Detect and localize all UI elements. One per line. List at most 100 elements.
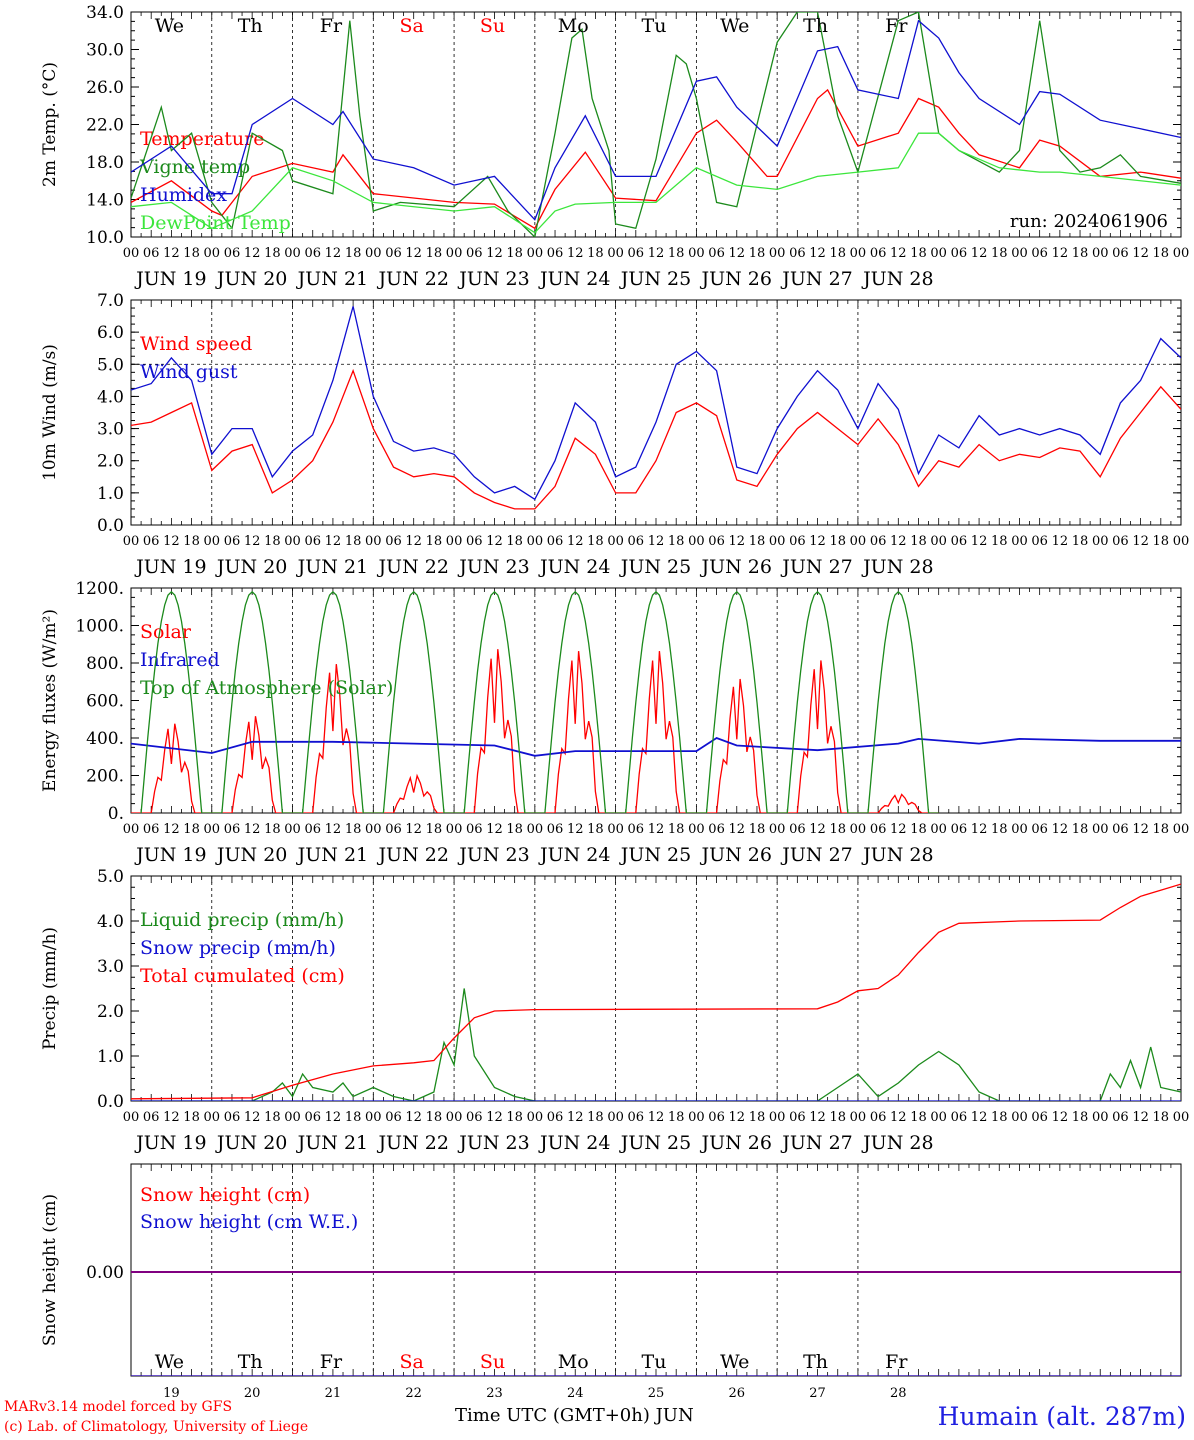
hour-label: 06 [466, 822, 483, 837]
hour-label: 12 [325, 246, 342, 261]
weekday-label: Sa [400, 1351, 424, 1373]
series-line [131, 306, 1181, 501]
hour-label: 18 [910, 822, 927, 837]
weekday-label: Fr [320, 15, 343, 37]
date-label: JUN 19 [134, 844, 206, 866]
hour-label: 12 [244, 246, 261, 261]
hour-label: 06 [951, 822, 968, 837]
hour-label: 18 [426, 246, 443, 261]
y-tick-label: 34.0 [86, 3, 124, 23]
date-label: JUN 28 [861, 844, 933, 866]
date-label: JUN 25 [619, 1132, 691, 1154]
hour-label: 06 [304, 1110, 321, 1125]
day-number-label: 21 [325, 1386, 342, 1401]
hour-label: 12 [405, 534, 422, 549]
hour-label: 00 [527, 246, 544, 261]
series-line [131, 88, 1181, 230]
hour-label: 12 [809, 822, 826, 837]
series-line [131, 649, 939, 813]
hour-label: 06 [385, 1110, 402, 1125]
series-line [131, 12, 1181, 237]
date-label: JUN 27 [780, 268, 852, 290]
hour-label: 00 [527, 1110, 544, 1125]
legend-wind-gust: Wind gust [140, 361, 238, 383]
hour-label: 06 [1031, 822, 1048, 837]
date-label: JUN 19 [134, 556, 206, 578]
hour-label: 06 [143, 534, 160, 549]
hour-label: 18 [1153, 822, 1170, 837]
series-line [131, 988, 1181, 1101]
hour-label: 00 [365, 246, 382, 261]
date-label: JUN 25 [619, 844, 691, 866]
date-label: JUN 22 [376, 556, 448, 578]
date-label: JUN 27 [780, 844, 852, 866]
day-number-label: 27 [809, 1386, 826, 1401]
hour-label: 00 [284, 1110, 301, 1125]
hour-label: 18 [1072, 534, 1089, 549]
hour-label: 12 [567, 534, 584, 549]
date-label: JUN 21 [296, 1132, 368, 1154]
weekday-label: Sa [400, 15, 424, 37]
y-tick-label: 200. [86, 767, 124, 787]
hour-label: 12 [809, 1110, 826, 1125]
date-label: JUN 23 [457, 556, 529, 578]
hour-label: 18 [668, 246, 685, 261]
weekday-label: Fr [885, 1351, 908, 1373]
hour-label: 00 [1011, 822, 1028, 837]
weekday-label: Fr [320, 1351, 343, 1373]
y-tick-label: 1200. [75, 579, 124, 599]
hour-label: 06 [224, 822, 241, 837]
series-line [131, 736, 1181, 757]
hour-label: 06 [789, 534, 806, 549]
hour-label: 18 [345, 246, 362, 261]
hour-label: 00 [850, 246, 867, 261]
hour-label: 12 [890, 246, 907, 261]
hour-label: 18 [183, 1110, 200, 1125]
hour-label: 00 [365, 1110, 382, 1125]
hour-label: 12 [486, 534, 503, 549]
hour-label: 06 [385, 534, 402, 549]
hour-label: 00 [930, 822, 947, 837]
hour-label: 06 [708, 534, 725, 549]
day-number-label: 28 [890, 1386, 907, 1401]
hour-label: 00 [446, 534, 463, 549]
hour-label: 12 [1132, 1110, 1149, 1125]
hour-label: 06 [466, 1110, 483, 1125]
hour-label: 00 [203, 822, 220, 837]
y-axis-label: Snow height (cm) [40, 1194, 60, 1346]
date-label: JUN 22 [376, 268, 448, 290]
hour-label: 06 [547, 1110, 564, 1125]
y-tick-label: 1.0 [97, 1047, 124, 1067]
hour-label: 12 [244, 534, 261, 549]
date-label: JUN 21 [296, 556, 368, 578]
hour-label: 06 [547, 822, 564, 837]
hour-label: 06 [1112, 534, 1129, 549]
weekday-label: We [720, 15, 749, 37]
date-label: JUN 20 [215, 556, 287, 578]
hour-label: 18 [829, 534, 846, 549]
hour-label: 18 [991, 534, 1008, 549]
hour-label: 18 [749, 822, 766, 837]
hour-label: 18 [506, 1110, 523, 1125]
hour-label: 06 [628, 246, 645, 261]
y-tick-label: 800. [86, 654, 124, 674]
hour-label: 06 [304, 246, 321, 261]
hour-label: 18 [587, 534, 604, 549]
date-label: JUN 28 [861, 556, 933, 578]
date-label: JUN 23 [457, 268, 529, 290]
hour-label: 18 [264, 246, 281, 261]
legend-snow-precip-mm-h-: Snow precip (mm/h) [140, 937, 336, 959]
weekday-label: We [155, 1351, 184, 1373]
series-line [131, 19, 1181, 221]
hour-label: 00 [850, 534, 867, 549]
hour-label: 00 [1173, 822, 1190, 837]
y-tick-label: 3.0 [97, 420, 124, 440]
hour-label: 00 [688, 246, 705, 261]
hour-label: 06 [951, 534, 968, 549]
y-tick-label: 400. [86, 729, 124, 749]
hour-label: 00 [769, 822, 786, 837]
hour-label: 18 [1072, 1110, 1089, 1125]
panel-4: 0.0 1.0 2.0 3.0 4.0 5.0 Precip (mm/h) Liquid pr… [40, 867, 1189, 1154]
date-label: JUN 27 [780, 1132, 852, 1154]
